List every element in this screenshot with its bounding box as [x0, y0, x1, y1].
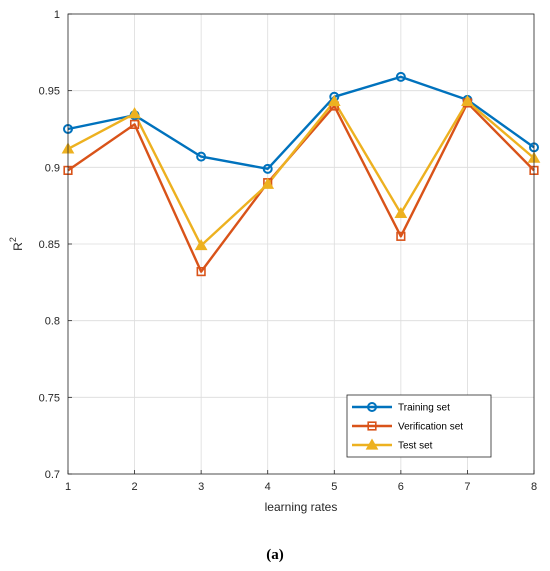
legend-swatch-marker [367, 421, 377, 431]
legend-swatch-marker [367, 402, 377, 412]
series-3-point [327, 94, 341, 107]
series-3-point [128, 107, 141, 119]
series-1-point [262, 163, 273, 174]
x-tick-label: 4 [265, 481, 271, 493]
series-line-3 [67, 100, 535, 247]
series-1-point [196, 151, 207, 162]
legend-entry-label: Verification set [398, 422, 463, 433]
figure-caption: (a) [266, 547, 284, 563]
y-tick-label: 0.95 [39, 86, 60, 98]
series-3-point [194, 239, 208, 251]
x-tick-label: 1 [65, 481, 71, 493]
legend-entry-label: Test set [398, 441, 433, 452]
x-tick-label: 2 [132, 481, 138, 493]
series-1-point [395, 71, 406, 82]
x-tick-label: 6 [398, 481, 404, 493]
series-3-point [461, 94, 474, 107]
series-2-point [129, 119, 140, 129]
y-axis-label-superscript: 2 [8, 237, 18, 242]
x-tick-labels: 1 2 3 4 5 6 7 8 [65, 481, 537, 493]
y-axis-label: R2 [8, 237, 25, 251]
series-3-point [394, 206, 408, 218]
x-tick-label: 7 [464, 481, 470, 493]
series-markers [61, 71, 541, 277]
series-line-1 [67, 75, 535, 171]
legend-entry-label: Training set [398, 403, 450, 414]
x-tick-label: 5 [331, 481, 337, 493]
x-axis-label: learning rates [265, 500, 338, 514]
legend-swatch-marker [365, 438, 379, 450]
x-tick-label: 8 [531, 481, 537, 493]
x-tick-label: 3 [198, 481, 204, 493]
y-tick-label: 0.75 [39, 392, 60, 404]
y-tick-labels: 0.7 0.75 0.8 0.85 0.9 0.95 1 [39, 9, 60, 481]
y-tick-label: 0.85 [39, 239, 60, 251]
plot-frame [67, 13, 535, 475]
y-axis-label-main: R [11, 242, 25, 251]
y-tick-label: 0.8 [45, 316, 60, 328]
legend: Training set Verification set Test set [346, 394, 492, 458]
y-tick-label: 1 [54, 9, 60, 21]
series-2-point [396, 231, 406, 241]
series-2-point [196, 266, 206, 277]
y-tick-label: 0.7 [45, 469, 60, 481]
y-tick-label: 0.9 [45, 162, 60, 174]
series-3-point [261, 177, 275, 189]
series-lines [67, 75, 535, 273]
